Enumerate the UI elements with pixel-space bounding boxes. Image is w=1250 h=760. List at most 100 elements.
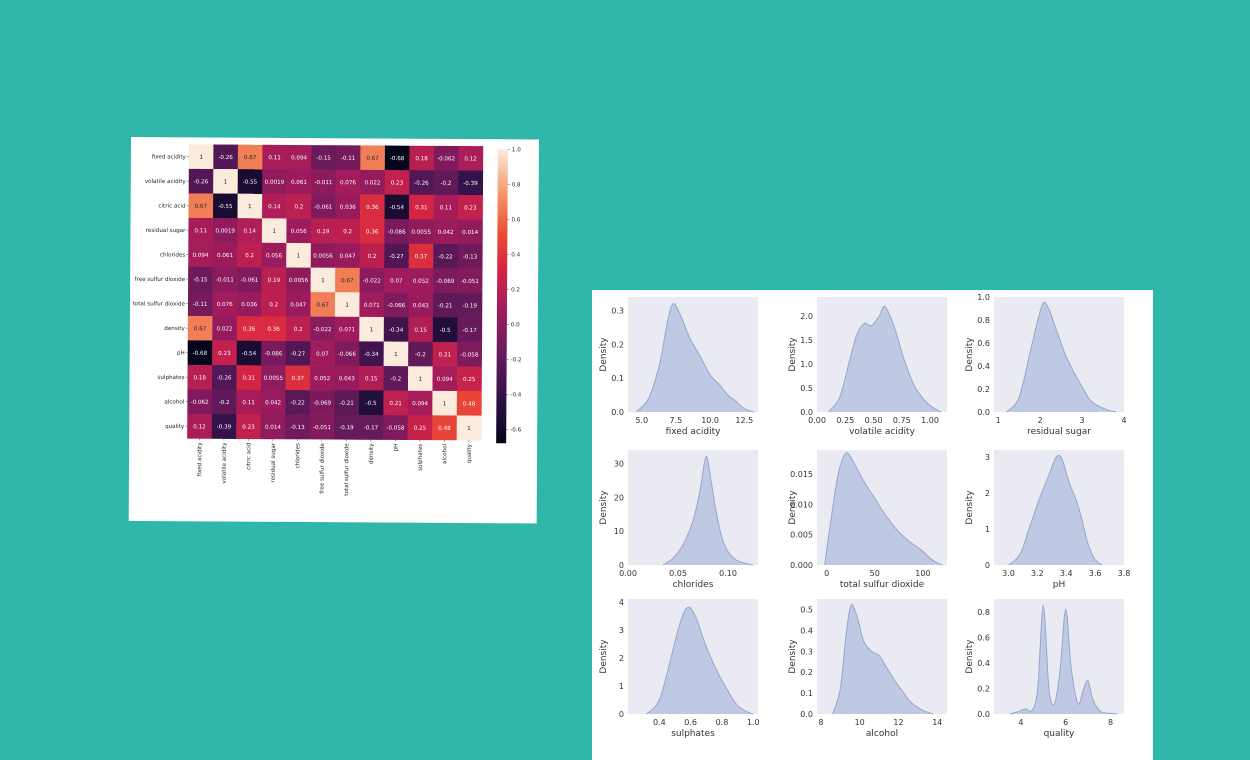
heatmap-cell-label: 0.67 — [341, 278, 354, 284]
heatmap-cell-label: 0.14 — [268, 204, 281, 210]
heatmap-cell-label: 0.15 — [365, 376, 378, 382]
heatmap-cell-label: -0.061 — [240, 278, 259, 284]
heatmap-cell-label: -0.13 — [290, 425, 305, 431]
heatmap-cell-label: -0.68 — [390, 156, 405, 162]
y-tick-label: 0.5 — [800, 605, 813, 614]
heatmap-cell-label: -0.058 — [386, 426, 405, 432]
heatmap-cell-label: 0.11 — [242, 400, 255, 406]
heatmap-cell-label: 0.2 — [368, 254, 377, 260]
x-axis-label: volatile acidity — [849, 427, 915, 437]
heatmap-cell-label: 0.07 — [316, 352, 329, 358]
x-axis-label: quality — [1044, 729, 1075, 739]
heatmap-cell-label: 0.21 — [389, 401, 402, 407]
heatmap-cell-label: -0.11 — [341, 156, 356, 162]
heatmap-cell-label: 0.23 — [218, 351, 231, 357]
heatmap-cell-label: 0.047 — [290, 302, 306, 308]
heatmap-cell-label: -0.39 — [217, 424, 232, 430]
heatmap-cell-label: -0.069 — [313, 401, 332, 407]
heatmap-cell-label: -0.17 — [364, 425, 379, 431]
heatmap-cell-label: -0.26 — [217, 375, 232, 381]
x-tick-label: 3.0 — [1002, 569, 1015, 578]
colorbar-tick-label: 0.2 — [511, 287, 520, 293]
heatmap-cell-label: 0.18 — [194, 375, 207, 381]
heatmap-cell-label: -0.68 — [193, 351, 208, 357]
heatmap-row-label: alcohol — [164, 399, 184, 405]
heatmap-cell-label: -0.061 — [314, 205, 333, 211]
colorbar-tick-label: 0.4 — [511, 252, 520, 258]
heatmap-cell-label: 0.2 — [294, 204, 303, 210]
heatmap-column-label: residual sugar — [271, 442, 277, 482]
heatmap-cell-label: 0.11 — [268, 155, 281, 161]
y-tick-label: 1 — [985, 525, 990, 534]
heatmap-cell-label: 0.042 — [438, 230, 454, 236]
heatmap-cell-label: -0.011 — [216, 277, 235, 283]
heatmap-cell-label: -0.19 — [462, 303, 477, 309]
y-tick-label: 0.4 — [800, 626, 813, 635]
heatmap-cell-label: 0.37 — [292, 376, 305, 382]
y-tick-label: 0.8 — [977, 608, 990, 617]
colorbar-ticks: 1.00.80.60.40.20.0-0.2-0.4-0.6 — [506, 147, 523, 433]
heatmap-cell-label: 0.23 — [391, 181, 404, 187]
y-tick-label: 0.015 — [790, 470, 813, 479]
heatmap-cell-label: 1 — [467, 426, 471, 432]
colorbar-tick-label: 1.0 — [512, 147, 521, 153]
heatmap-cell-label: 1 — [418, 377, 422, 383]
heatmap-cell-label: 0.2 — [245, 253, 254, 259]
heatmap-cell-label: 0.071 — [364, 303, 380, 309]
colorbar-tick-label: -0.2 — [511, 357, 522, 363]
heatmap-cell-label: -0.19 — [339, 425, 354, 431]
heatmap-cell-label: -0.26 — [414, 181, 429, 187]
y-tick-label: 0.6 — [977, 633, 990, 642]
heatmap-cell-label: 1 — [370, 327, 374, 333]
heatmap-cell-label: -0.086 — [388, 230, 407, 236]
heatmap-cell-label: -0.066 — [387, 303, 406, 309]
x-tick-label: 1 — [996, 416, 1001, 425]
heatmap-cell-label: 0.19 — [317, 229, 330, 235]
y-tick-label: 0.8 — [977, 316, 990, 325]
y-axis-label: Density — [599, 337, 609, 372]
x-tick-label: 6 — [1063, 718, 1068, 727]
heatmap-cell-label: 1 — [272, 229, 276, 235]
y-tick-label: 1.5 — [800, 336, 813, 345]
heatmap-cell-label: -0.54 — [390, 205, 405, 211]
x-tick-label: 50 — [870, 569, 880, 578]
x-axis-label: fixed acidity — [666, 427, 722, 437]
colorbar — [496, 149, 508, 443]
y-tick-label: 0 — [619, 561, 624, 570]
heatmap-column-label: pH — [393, 444, 399, 452]
y-axis-label: Density — [788, 337, 798, 372]
y-tick-label: 0.2 — [611, 340, 624, 349]
heatmap-cell-label: -0.058 — [460, 352, 479, 358]
heatmap-cell-label: 0.052 — [314, 376, 330, 382]
y-axis-label: Density — [599, 490, 609, 525]
heatmap-row-label: quality — [165, 424, 185, 430]
heatmap-cell-label: 0.043 — [413, 303, 429, 309]
heatmap-row-label: volatile acidity — [145, 179, 187, 185]
heatmap-cell-label: 0.11 — [440, 205, 453, 211]
y-tick-label: 1.0 — [977, 293, 990, 302]
heatmap-cell-label: 0.2 — [269, 302, 278, 308]
heatmap-cell-label: 0.042 — [265, 400, 281, 406]
y-tick-label: 4 — [619, 598, 624, 607]
heatmap-cell-label: -0.022 — [363, 278, 381, 284]
heatmap-cell-label: 0.67 — [195, 204, 208, 210]
y-tick-label: 0.0 — [977, 408, 990, 417]
y-axis-label: Density — [965, 490, 975, 525]
heatmap-cell-label: 0.18 — [415, 156, 428, 162]
heatmap-cell-label: 0.094 — [192, 253, 208, 259]
heatmap-cell-label: -0.051 — [461, 279, 480, 285]
heatmap-cell-label: 0.0019 — [265, 180, 285, 186]
heatmap-cell-label: -0.069 — [436, 279, 455, 285]
y-tick-label: 0.005 — [790, 531, 813, 540]
x-tick-label: 0.10 — [719, 569, 737, 578]
heatmap-cell-label: 0.2 — [343, 229, 352, 235]
heatmap-cell-label: 0.11 — [194, 228, 207, 234]
heatmap-cell-label: 0.0056 — [313, 254, 333, 260]
heatmap-cell-label: 0.056 — [266, 253, 282, 259]
x-tick-label: 0.00 — [619, 569, 637, 578]
